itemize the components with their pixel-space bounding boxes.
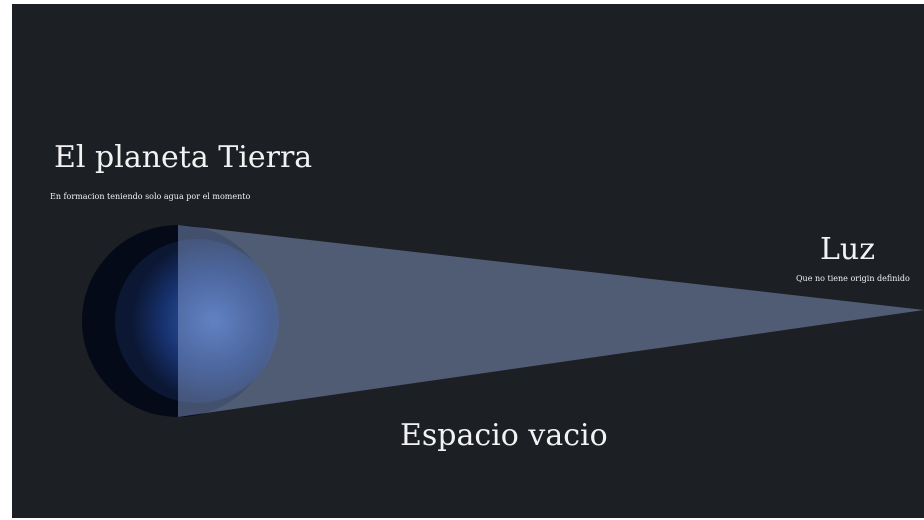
- planet-subtitle: En formacion teniendo solo agua por el m…: [50, 192, 251, 201]
- light-subtitle: Que no tiene origin definido: [796, 274, 910, 283]
- illustration: [82, 225, 924, 417]
- scene: El planeta Tierra En formacion teniendo …: [12, 4, 924, 518]
- space-label: Espacio vacio: [400, 418, 608, 453]
- light-title: Luz: [820, 232, 876, 267]
- planet-lit: [115, 239, 279, 403]
- light-beam: [178, 225, 924, 417]
- planet-title: El planeta Tierra: [54, 140, 313, 175]
